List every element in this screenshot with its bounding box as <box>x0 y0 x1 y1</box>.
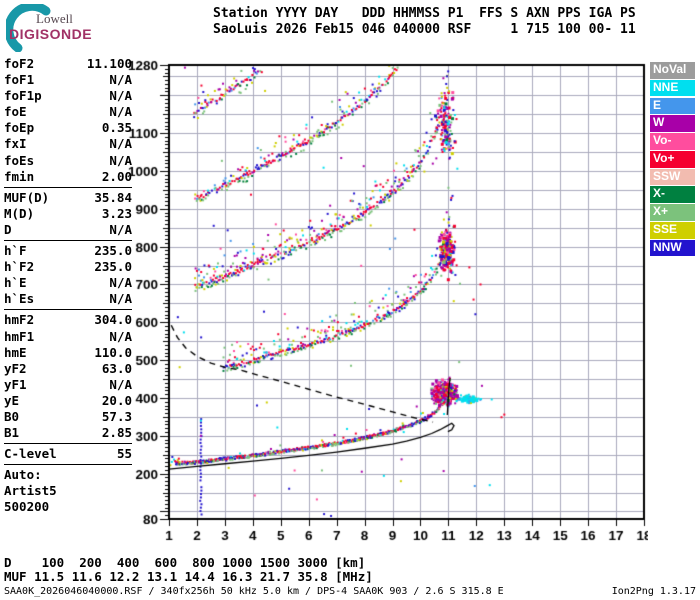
param-label: foEs <box>4 152 35 168</box>
param-value: 11.100 <box>86 56 132 71</box>
param-value: 57.3 <box>101 408 132 424</box>
param-row: hmF2 304.0 <box>4 312 132 328</box>
param-label: yF1 <box>4 376 27 392</box>
station-header-values: SaoLuis 2026 Feb15 046 040000 RSF 1 715 … <box>213 22 636 37</box>
param-row: foEp 0.35 <box>4 120 132 136</box>
param-row: fmin 2.00 <box>4 169 132 185</box>
param-label: h`F <box>4 243 27 259</box>
param-label: M(D) <box>4 205 35 221</box>
param-label: foF1p <box>4 88 42 104</box>
param-label: foEp <box>4 120 35 136</box>
param-row: foEs N/A <box>4 153 132 169</box>
param-value: 235.0 <box>94 259 132 275</box>
panel-separator <box>4 240 132 242</box>
param-label: h`Es <box>4 291 35 307</box>
param-value: 0.35 <box>101 120 132 136</box>
lowell-digisonde-logo: Lowell DIGISONDE <box>6 4 131 52</box>
param-label: B0 <box>4 408 20 424</box>
param-row: h`Es N/A <box>4 291 132 307</box>
param-row: foF1 N/A <box>4 72 132 88</box>
legend-item-x: X+ <box>650 204 695 221</box>
station-header-columns: Station YYYY DAY DDD HHMMSS P1 FFS S AXN… <box>213 6 636 21</box>
param-label: D <box>4 221 12 237</box>
param-value: 304.0 <box>94 312 132 328</box>
param-label: hmF1 <box>4 328 35 344</box>
param-row: foF2 11.100 <box>4 56 132 72</box>
legend-item-e: E <box>650 97 695 115</box>
legend-item-x: X- <box>650 186 695 204</box>
param-label: fmin <box>4 168 35 184</box>
panel-separator <box>4 186 132 188</box>
param-label: fxI <box>4 136 27 152</box>
param-row: B1 2.85 <box>4 425 132 441</box>
param-value: 110.0 <box>94 344 132 360</box>
param-label: Auto: <box>4 467 42 483</box>
legend-item-w: W <box>650 115 695 132</box>
panel-separator <box>4 464 132 466</box>
param-value: 2.00 <box>101 168 132 184</box>
param-value: 63.0 <box>101 360 132 376</box>
param-label: h`F2 <box>4 259 35 275</box>
legend-item-vo: Vo+ <box>650 150 695 168</box>
param-row: D N/A <box>4 222 132 238</box>
param-row: C-level 55 <box>4 446 132 462</box>
muf-table: D 100 200 400 600 800 1000 1500 3000 [km… <box>4 555 373 584</box>
legend-item-noval: NoVal <box>650 62 695 79</box>
param-label: foF1 <box>4 72 35 88</box>
param-value: 20.0 <box>101 392 132 408</box>
param-value: 35.84 <box>94 189 132 205</box>
param-row: foE N/A <box>4 104 132 120</box>
logo-lowell-text: Lowell <box>36 11 73 26</box>
param-label: C-level <box>4 446 57 462</box>
param-row: h`F2 235.0 <box>4 259 132 275</box>
ionogram-plot <box>126 55 648 547</box>
param-row: hmE 110.0 <box>4 345 132 361</box>
param-value: 3.23 <box>101 205 132 221</box>
param-row: h`E N/A <box>4 275 132 291</box>
logo-swoosh-icon <box>6 4 51 52</box>
param-row: yF2 63.0 <box>4 361 132 377</box>
station-header: Station YYYY DAY DDD HHMMSS P1 FFS S AXN… <box>213 6 636 38</box>
param-label: yE <box>4 392 20 408</box>
panel-separator <box>4 443 132 445</box>
param-row: fxI N/A <box>4 136 132 152</box>
param-label: foF2 <box>4 56 35 71</box>
param-row: foF1p N/A <box>4 88 132 104</box>
param-label: hmF2 <box>4 312 35 328</box>
echo-legend: NoVal NNE E W Vo- Vo+ SSW X- X+ SSE NNW <box>650 62 695 258</box>
param-label: hmE <box>4 344 27 360</box>
legend-item-vo: Vo- <box>650 133 695 150</box>
logo-digisonde-text: DIGISONDE <box>9 26 93 42</box>
legend-item-ssw: SSW <box>650 168 695 186</box>
legend-item-nne: NNE <box>650 79 695 97</box>
parameter-panel: foF2 11.100 foF1 N/A foF1p N/A foE N/A foEp 0.35 f… <box>4 56 132 516</box>
param-value: 235.0 <box>94 243 132 259</box>
file-info-bar: SAA0K_2026046040000.RSF / 340fx256h 50 k… <box>4 586 696 597</box>
param-row: yE 20.0 <box>4 393 132 409</box>
param-label: h`E <box>4 275 27 291</box>
param-label: yF2 <box>4 360 27 376</box>
param-row: MUF(D) 35.84 <box>4 190 132 206</box>
param-row: 500200 <box>4 499 132 515</box>
param-value: 2.85 <box>101 425 132 441</box>
param-label: 500200 <box>4 499 50 515</box>
legend-item-nnw: NNW <box>650 239 695 257</box>
param-row: M(D) 3.23 <box>4 206 132 222</box>
program-version-text: Ion2Png 1.3.17 <box>611 586 696 597</box>
param-label: Artist5 <box>4 483 57 499</box>
param-row: B0 57.3 <box>4 409 132 425</box>
param-row: hmF1 N/A <box>4 329 132 345</box>
param-row: h`F 235.0 <box>4 243 132 259</box>
param-label: MUF(D) <box>4 189 50 205</box>
param-row: Auto: <box>4 467 132 483</box>
param-row: Artist5 <box>4 483 132 499</box>
panel-separator <box>4 309 132 311</box>
legend-item-sse: SSE <box>650 222 695 239</box>
param-row: yF1 N/A <box>4 377 132 393</box>
param-label: B1 <box>4 425 20 441</box>
file-info-text: SAA0K_2026046040000.RSF / 340fx256h 50 k… <box>4 586 504 597</box>
param-label: foE <box>4 104 27 120</box>
